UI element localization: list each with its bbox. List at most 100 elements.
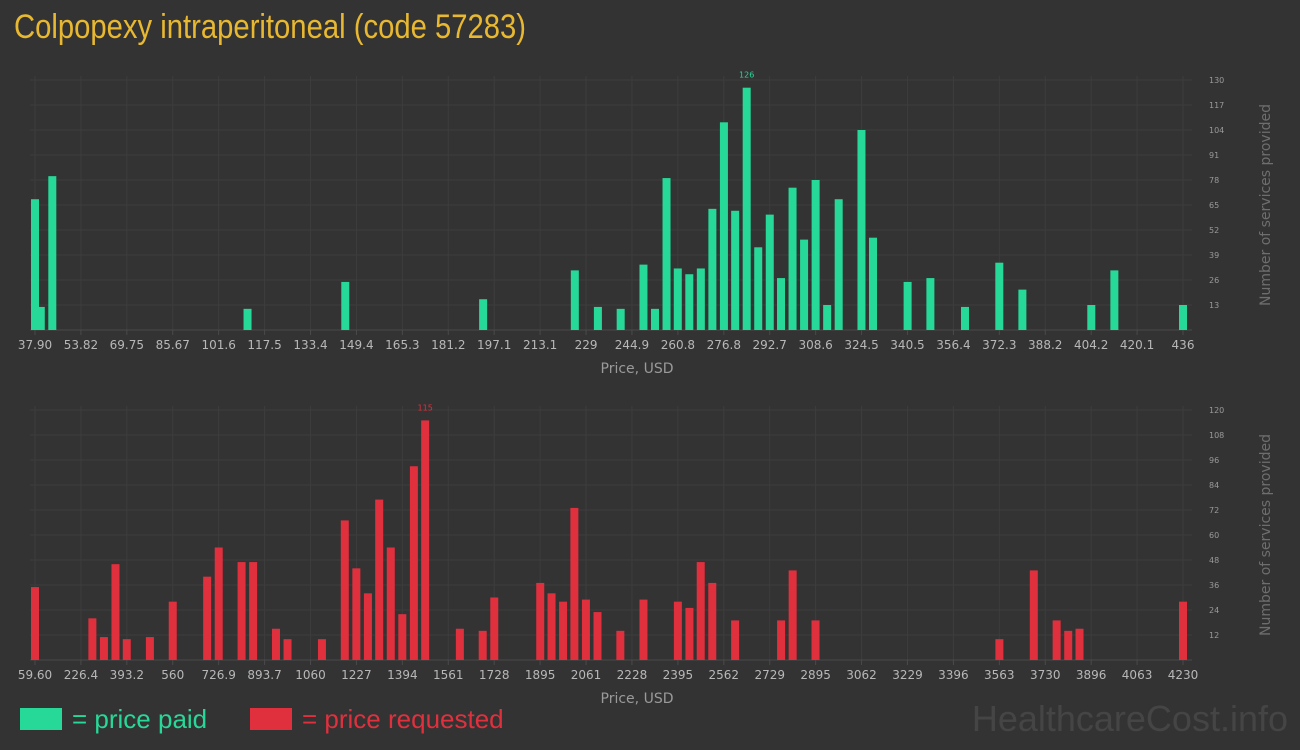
- x-tick-label-price-paid: 229: [575, 338, 598, 352]
- peak-label-price-paid: 126: [739, 71, 754, 80]
- y-tick-label-price-paid: 91: [1209, 151, 1219, 160]
- x-tick-label-price-paid: 420.1: [1120, 338, 1154, 352]
- bar-price-requested: [375, 499, 384, 660]
- bar-price-paid: [650, 308, 659, 330]
- bar-price-paid: [765, 214, 774, 330]
- bar-price-requested: [811, 620, 820, 660]
- x-tick-label-price-paid: 340.5: [890, 338, 924, 352]
- requested-swatch: [250, 708, 292, 730]
- bar-price-requested: [708, 582, 717, 660]
- x-tick-label-price-requested: 59.60: [18, 668, 52, 682]
- x-tick-label-price-requested: 1561: [433, 668, 464, 682]
- bar-price-requested: [1052, 620, 1061, 660]
- y-tick-label-price-paid: 52: [1209, 226, 1219, 235]
- bar-price-paid: [479, 299, 488, 330]
- bar-price-paid: [926, 278, 935, 330]
- bar-price-requested: [398, 614, 407, 660]
- bar-price-paid: [742, 87, 751, 330]
- bar-price-requested: [168, 601, 177, 660]
- bar-price-paid: [731, 210, 740, 330]
- bar-price-paid: [616, 308, 625, 330]
- x-tick-label-price-paid: 197.1: [477, 338, 511, 352]
- x-tick-label-price-paid: 165.3: [385, 338, 419, 352]
- bar-price-requested: [203, 576, 212, 660]
- bar-price-paid: [1018, 289, 1027, 330]
- bar-price-paid: [673, 268, 682, 330]
- x-tick-label-price-requested: 3896: [1076, 668, 1107, 682]
- bar-price-paid: [593, 306, 602, 330]
- bar-price-paid: [1110, 270, 1119, 330]
- bar-price-paid: [1087, 305, 1096, 330]
- bar-price-paid: [857, 130, 866, 330]
- bar-price-paid: [834, 199, 843, 330]
- x-tick-label-price-requested: 560: [161, 668, 184, 682]
- paid-legend-label: = price paid: [72, 703, 208, 734]
- bar-price-requested: [1064, 630, 1073, 660]
- bar-price-paid: [800, 239, 809, 330]
- x-tick-label-price-paid: 324.5: [844, 338, 878, 352]
- x-tick-label-price-paid: 292.7: [753, 338, 787, 352]
- bar-price-paid: [811, 180, 820, 330]
- x-tick-label-price-requested: 3229: [892, 668, 923, 682]
- x-tick-label-price-paid: 117.5: [247, 338, 281, 352]
- bar-price-paid: [570, 270, 579, 330]
- x-tick-label-price-paid: 388.2: [1028, 338, 1062, 352]
- y-tick-label-price-paid: 13: [1209, 301, 1219, 310]
- bar-price-requested: [490, 597, 499, 660]
- x-tick-label-price-paid: 213.1: [523, 338, 557, 352]
- bar-price-requested: [788, 570, 797, 660]
- y-tick-label-price-requested: 72: [1209, 506, 1219, 515]
- x-tick-label-price-paid: 181.2: [431, 338, 465, 352]
- y-tick-label-price-requested: 108: [1209, 431, 1224, 440]
- bar-price-requested: [271, 628, 280, 660]
- x-tick-label-price-paid: 244.9: [615, 338, 649, 352]
- bar-price-paid: [639, 264, 648, 330]
- bar-price-paid: [960, 306, 969, 330]
- y-tick-label-price-requested: 84: [1209, 481, 1219, 490]
- bar-price-paid: [869, 237, 878, 330]
- x-tick-label-price-requested: 726.9: [202, 668, 236, 682]
- bar-price-paid: [696, 268, 705, 330]
- bar-price-requested: [340, 520, 349, 660]
- bar-price-requested: [111, 564, 120, 660]
- bar-price-paid: [341, 281, 350, 330]
- y-axis-label-price-requested: Number of services provided: [1258, 434, 1274, 636]
- x-tick-label-price-paid: 53.82: [64, 338, 98, 352]
- peak-label-price-requested: 115: [418, 403, 433, 412]
- bar-price-requested: [249, 562, 258, 660]
- bar-price-paid: [777, 278, 786, 330]
- bar-price-paid: [823, 305, 832, 330]
- bar-price-paid: [719, 122, 728, 330]
- bar-price-requested: [31, 587, 39, 660]
- bar-price-requested: [593, 612, 602, 660]
- x-tick-label-price-paid: 133.4: [293, 338, 327, 352]
- paid-swatch: [20, 708, 62, 730]
- x-tick-label-price-paid: 372.3: [982, 338, 1016, 352]
- x-tick-label-price-requested: 3563: [984, 668, 1015, 682]
- x-tick-label-price-requested: 3062: [846, 668, 877, 682]
- bar-price-paid: [662, 178, 671, 330]
- x-tick-label-price-requested: 2562: [709, 668, 740, 682]
- bar-price-paid: [1179, 305, 1187, 330]
- bar-price-requested: [639, 599, 648, 660]
- bar-price-requested: [455, 628, 464, 660]
- y-tick-label-price-paid: 39: [1209, 251, 1219, 260]
- x-tick-label-price-requested: 3730: [1030, 668, 1061, 682]
- x-tick-label-price-requested: 4063: [1122, 668, 1153, 682]
- x-tick-label-price-requested: 2729: [754, 668, 785, 682]
- x-tick-label-price-requested: 1394: [387, 668, 418, 682]
- bar-price-requested: [1075, 628, 1084, 660]
- x-tick-label-price-paid: 404.2: [1074, 338, 1108, 352]
- x-tick-label-price-requested: 2061: [571, 668, 602, 682]
- y-tick-label-price-paid: 104: [1209, 126, 1224, 135]
- x-tick-label-price-requested: 1728: [479, 668, 510, 682]
- bar-price-paid: [48, 176, 57, 330]
- bar-price-requested: [731, 620, 740, 660]
- bar-price-paid: [243, 308, 252, 330]
- x-tick-label-price-paid: 276.8: [707, 338, 741, 352]
- bar-price-requested: [317, 639, 326, 660]
- y-tick-label-price-requested: 36: [1209, 581, 1219, 590]
- x-tick-label-price-paid: 101.6: [202, 338, 236, 352]
- page-title: Colpopexy intraperitoneal (code 57283): [14, 8, 527, 46]
- bar-price-requested: [685, 607, 694, 660]
